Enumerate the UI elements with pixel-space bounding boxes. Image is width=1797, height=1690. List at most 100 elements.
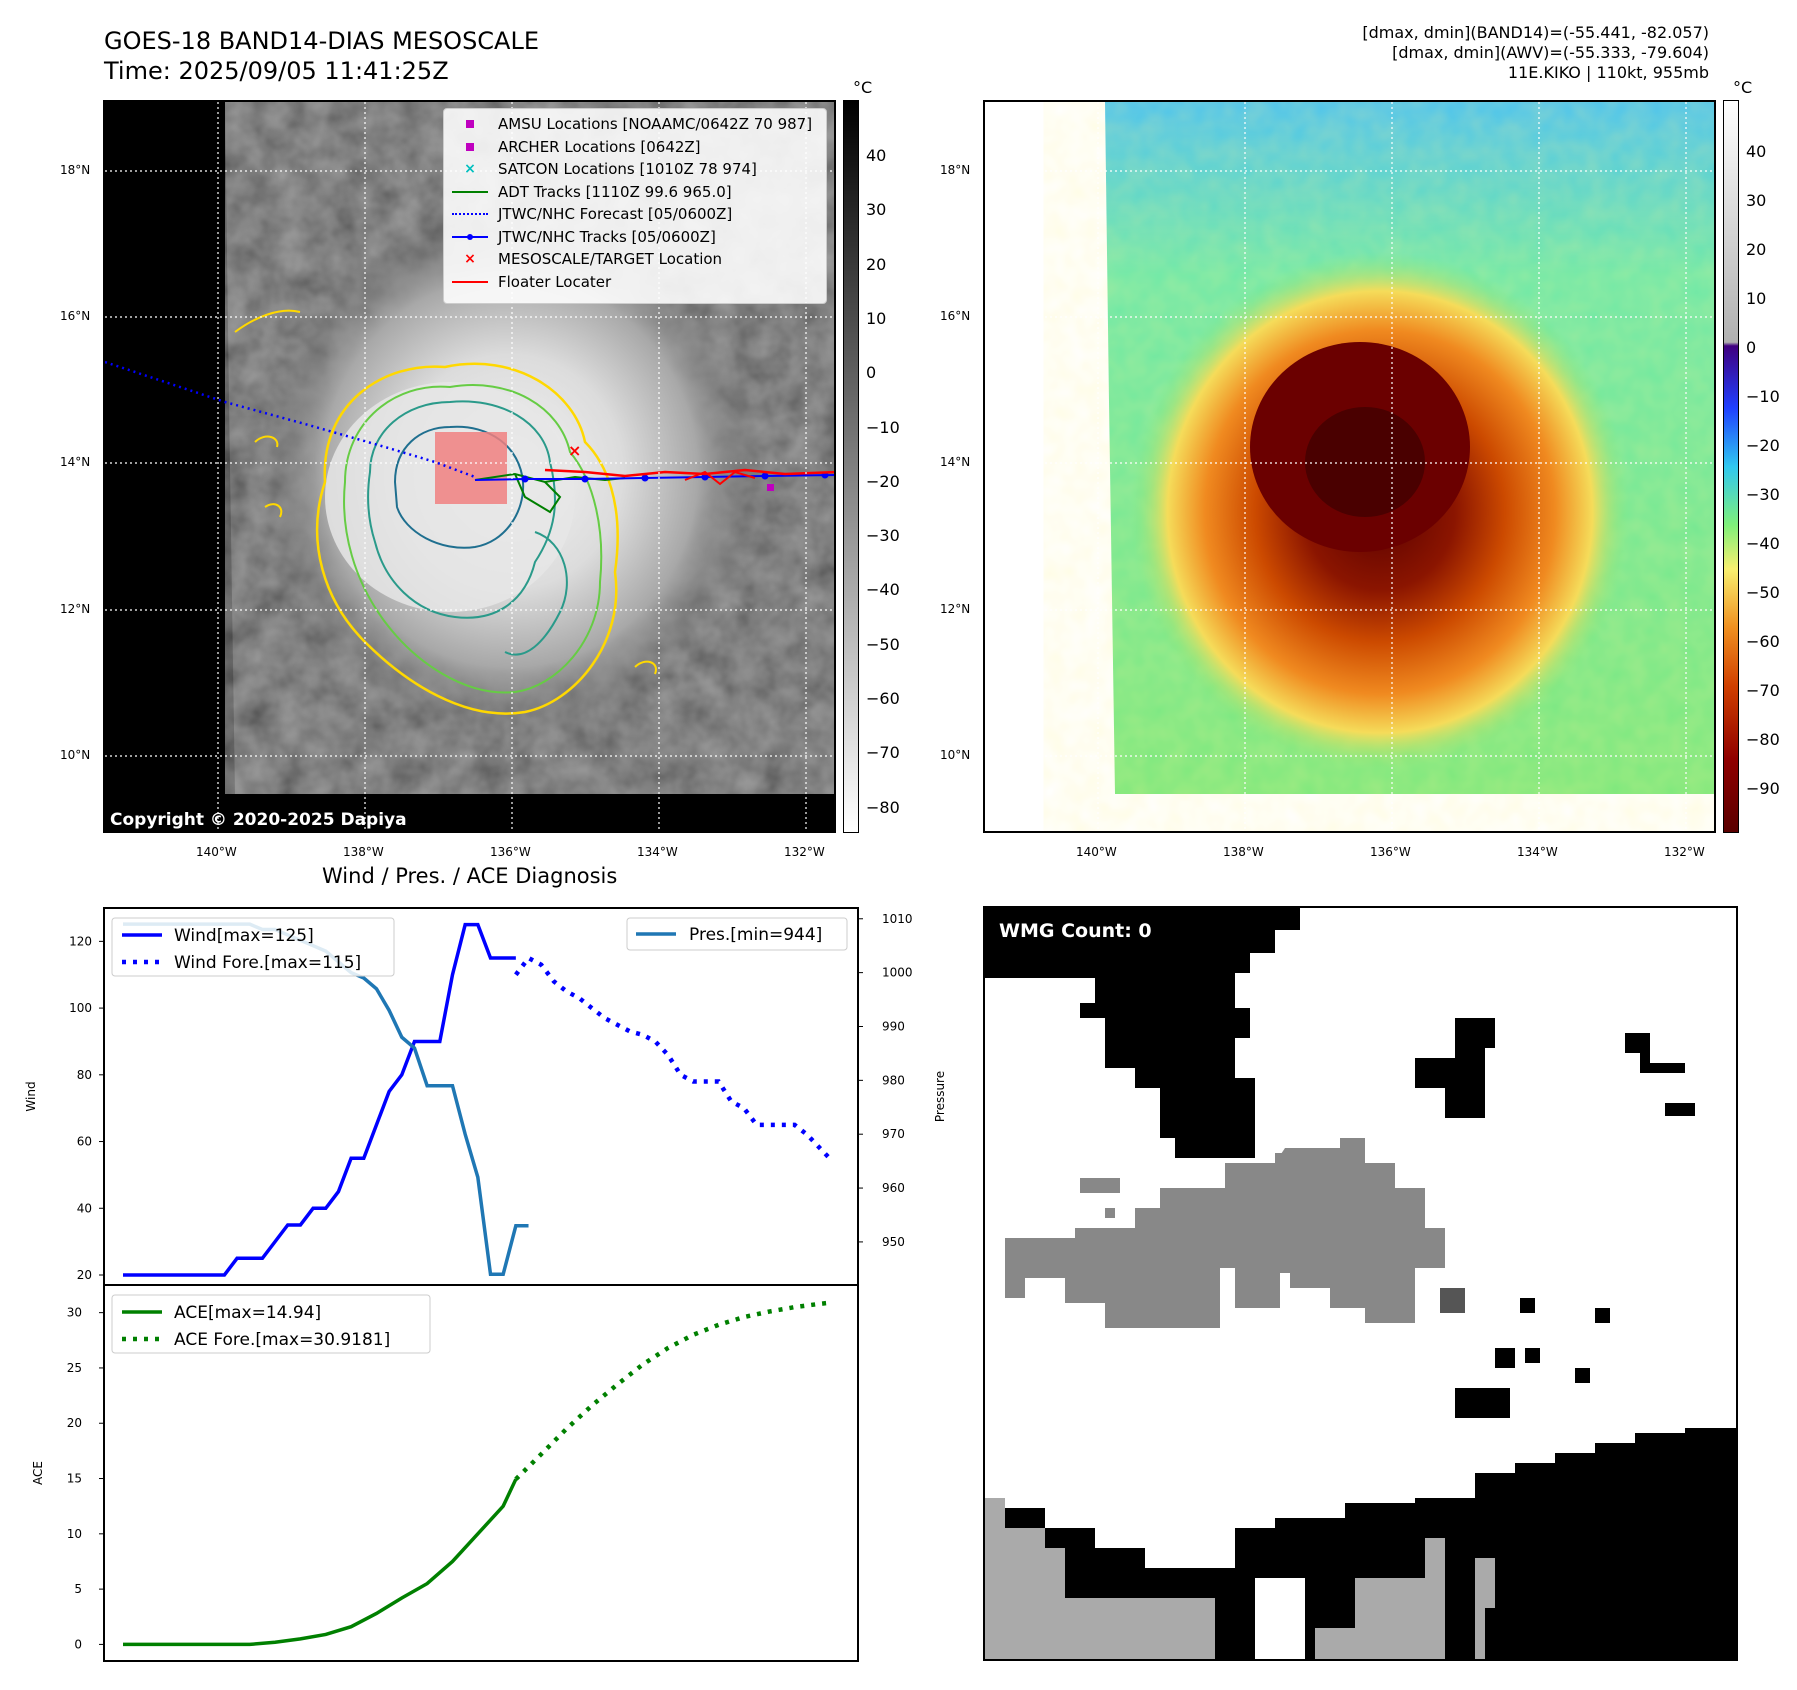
pressure-ytick-label: 1000 [882,966,913,980]
svg-text:×: × [568,441,581,460]
lat-label: 10°N [940,748,971,762]
lat-label: 18°N [60,163,91,177]
colorbar-left-tick: −20 [866,471,900,491]
right-title-line1: [dmax, dmin](BAND14)=(-55.441, -82.057) [1362,23,1709,42]
wind-ytick-label: 60 [77,1135,92,1149]
legend-label: JTWC/NHC Tracks [05/0600Z] [498,227,716,246]
legend-forecast: JTWC/NHC Forecast [05/0600Z] [450,203,820,226]
map-legend: AMSU Locations [NOAAMC/0642Z 70 987] ARC… [443,108,827,304]
lat-label: 14°N [940,455,971,469]
pressure-legend-box [626,917,848,951]
colorbar-left-tick: −60 [866,689,900,708]
pressure-ytick-label: 1010 [882,912,913,926]
colorbar-right-tick: 30 [1746,191,1767,210]
legend-label: ADT Tracks [1110Z 99.6 965.0] [498,182,732,201]
colorbar-left-tick: −30 [866,526,900,546]
legend-label: MESOSCALE/TARGET Location [498,250,723,269]
colorbar-left-tick: −80 [866,797,900,817]
wind-series-line [123,922,516,1277]
legend-floater: Floater Locater [450,271,820,294]
lon-label: 134°W [1517,845,1558,859]
legend-amsu: AMSU Locations [NOAAMC/0642Z 70 987] [450,113,820,136]
pressure-ytick-label: 950 [882,1235,905,1249]
wind-ytick-label: 120 [69,934,92,948]
legend-label: ARCHER Locations [0642Z] [498,137,701,156]
colorbar-left-tick: −50 [866,634,900,654]
colorbar-right-tick: 40 [1746,142,1767,161]
right-title-line2: [dmax, dmin](AWV)=(-55.333, -79.604) [1392,43,1709,62]
colorbar-right-tick: −80 [1746,730,1780,749]
colorbar-right [1723,100,1739,833]
ace-ytick-label: 10 [67,1527,82,1541]
ace-forecast-legend-label: ACE Fore.[max=30.9181] [174,1330,390,1350]
lat-label: 12°N [60,602,91,616]
legend-label: JTWC/NHC Forecast [05/0600Z] [498,205,733,224]
pressure-axis-label: Pressure [933,1071,947,1122]
lon-label: 132°W [784,845,825,859]
main-title-line1: GOES-18 BAND14-DIAS MESOSCALE [104,27,540,55]
diag-chart: 2040608010012095096097098099010001010Win… [24,907,947,1662]
lat-label: 12°N [940,602,971,616]
color-ir-image [985,102,1714,831]
wind-axis-label: Wind [24,1081,38,1111]
lon-label: 138°W [1223,845,1264,859]
main-title-line2: Time: 2025/09/05 11:41:25Z [104,57,449,85]
ace-forecast-series-line [514,1300,833,1481]
colorbar-left-unit: °C [853,78,873,97]
colorbar-right-tick: 0 [1746,338,1757,357]
colorbar-right-tick: 20 [1746,240,1767,259]
legend-adt: ADT Tracks [1110Z 99.6 965.0] [450,181,820,204]
legend-label: SATCON Locations [1010Z 78 974] [498,160,757,179]
legend-satcon: × SATCON Locations [1010Z 78 974] [464,160,757,179]
ace-ytick-label: 15 [67,1472,82,1486]
pressure-ytick-label: 990 [882,1019,905,1033]
ace-ytick-label: 0 [74,1637,82,1651]
lon-label: 132°W [1664,845,1705,859]
colorbar-left-tick: 20 [866,254,887,274]
colorbar-right-tick: −30 [1746,485,1780,504]
colorbar-right-tick: −50 [1746,583,1780,602]
wind-legend-label: Wind[max=125] [174,926,314,946]
ace-ytick-label: 5 [74,1582,82,1596]
colorbar-right-tick: −40 [1746,534,1780,553]
lat-label: 16°N [60,309,91,323]
wind-forecast-legend-label: Wind Fore.[max=115] [174,953,361,973]
wind-ytick-label: 80 [77,1068,92,1082]
colorbar-right-tick: 10 [1746,289,1767,308]
wind-forecast-series-line [514,955,835,1164]
pressure-ytick-label: 960 [882,1181,905,1195]
colorbar-left-tick: −40 [866,580,900,600]
colorbar-left-tick: 30 [866,200,887,220]
wind-ytick-label: 20 [77,1268,92,1282]
colorbar-left-tick: 40 [866,146,887,165]
wmg-count-badge: WMG Count: 0 [989,916,1162,946]
colorbar-left-tick: −10 [866,417,900,437]
wind-legend-box [111,917,395,977]
lat-label: 16°N [940,309,971,323]
diag-title: Wind / Pres. / ACE Diagnosis [322,864,618,888]
ace-ytick-label: 20 [67,1416,82,1430]
legend-label: AMSU Locations [NOAAMC/0642Z 70 987] [498,115,813,134]
legend-label: Floater Locater [498,272,612,291]
pressure-legend-label: Pres.[min=944] [689,925,822,945]
pressure-ytick-label: 970 [882,1127,905,1141]
lat-label: 18°N [940,163,971,177]
right-title-line3: 11E.KIKO | 110kt, 955mb [1507,63,1709,82]
colorbar-left-tick: 10 [866,308,887,328]
colorbar-right-tick: −20 [1746,436,1780,455]
ace-axes-frame [103,1284,859,1662]
lon-label: 140°W [196,845,237,859]
ir-map-panel: × AMSU Locations [NOAAMC/0642Z 70 987] A… [103,100,836,833]
pressure-series-line [123,922,529,1276]
colorbar-right-tick: −60 [1746,632,1780,651]
lon-label: 140°W [1076,845,1117,859]
lon-label: 136°W [490,845,531,859]
colorbar-right-tick: −10 [1746,387,1780,406]
colorbar-right-tick: −90 [1746,779,1780,798]
colorbar-right-tick: −70 [1746,681,1780,700]
legend-target: × MESOSCALE/TARGET Location [464,250,723,269]
colorbar-left [843,100,859,833]
legend-archer: ARCHER Locations [0642Z] [450,136,820,159]
pressure-ytick-label: 980 [882,1073,905,1087]
ace-legend-box [111,1294,431,1354]
